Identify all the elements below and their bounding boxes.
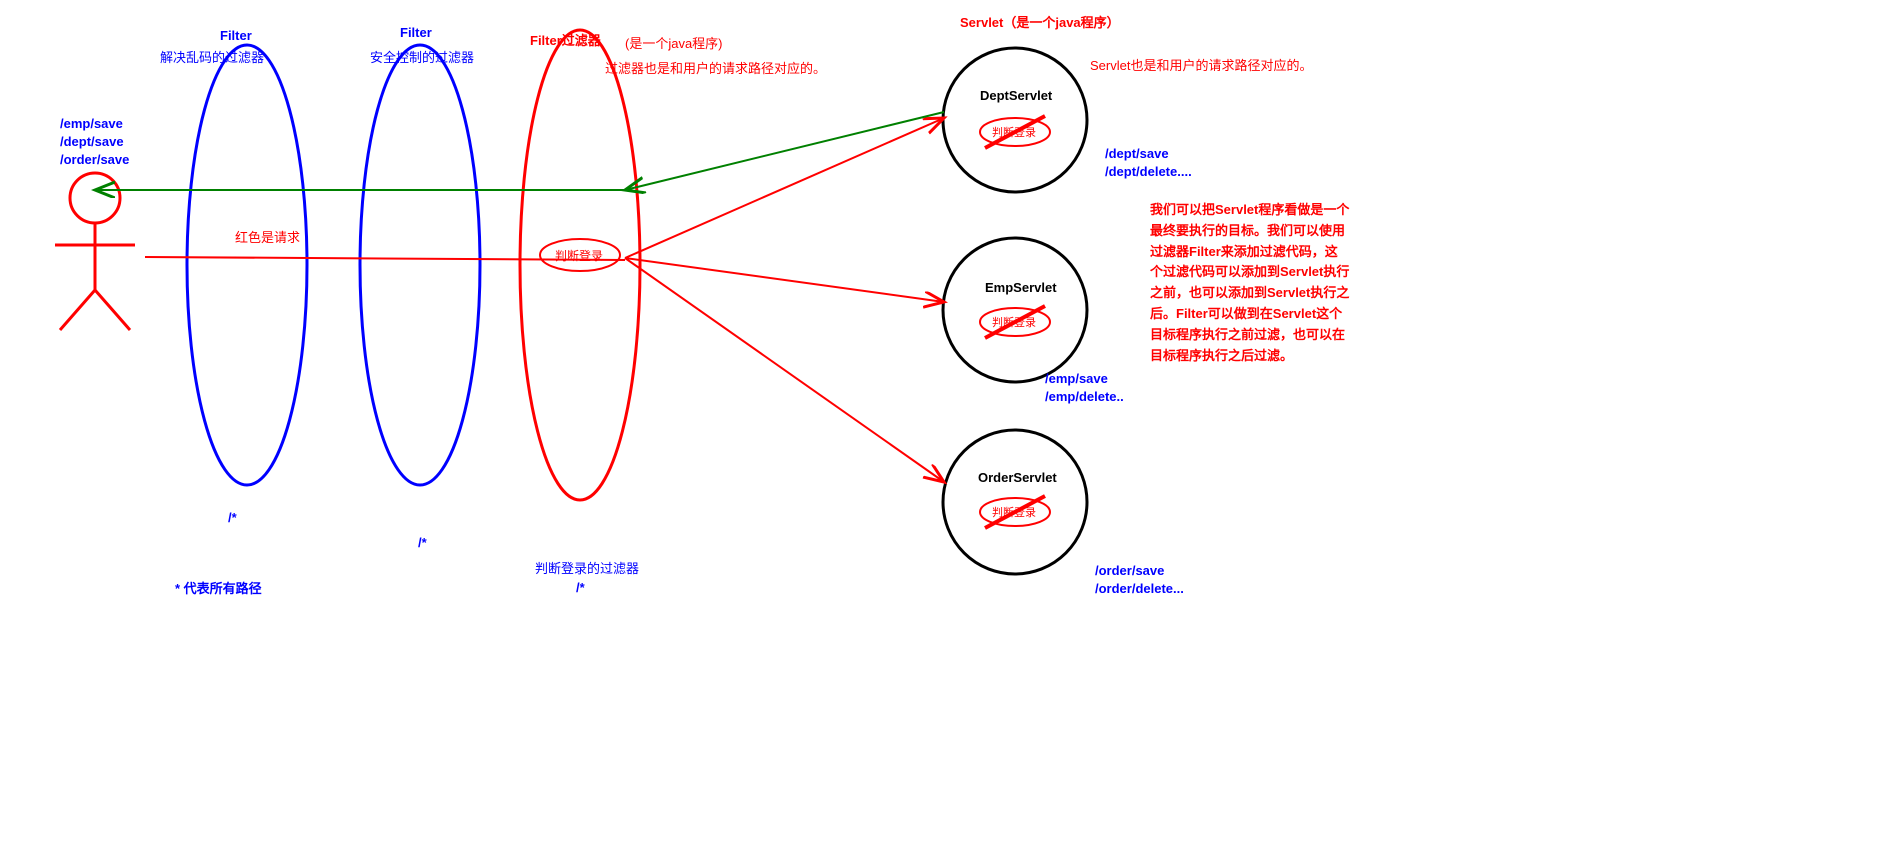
filter1-path: /* [228, 510, 237, 525]
user-paths: /emp/save /dept/save /order/save [60, 115, 129, 170]
wildcard-note: * 代表所有路径 [175, 578, 262, 597]
order-login-text: 判断登录 [992, 504, 1036, 520]
filter-login [520, 30, 640, 500]
servlet-note: Servlet也是和用户的请求路径对应的。 [1090, 55, 1312, 74]
filter3-path: /* [576, 580, 585, 595]
order-servlet-name: OrderServlet [978, 470, 1057, 485]
servlet-order [943, 430, 1087, 574]
explanation-paragraph: 我们可以把Servlet程序看做是一个最终要执行的目标。我们可以使用过滤器Fil… [1150, 200, 1350, 366]
filter1-title: Filter [220, 28, 252, 43]
filter2-subtitle: 安全控制的过滤器 [370, 47, 474, 66]
filter-login-text: 判断登录 [555, 247, 603, 264]
emp-servlet-name: EmpServlet [985, 280, 1057, 295]
filter3-title: Filter过滤器 [530, 30, 601, 49]
filter3-subtitle: 过滤器也是和用户的请求路径对应的。 [605, 58, 826, 77]
dept-servlet-name: DeptServlet [980, 88, 1052, 103]
servlet-header: Servlet（是一个java程序） [960, 12, 1120, 31]
emp-login-text: 判断登录 [992, 314, 1036, 330]
diagram-canvas [0, 0, 1903, 844]
arrow-response-from-dept [625, 112, 944, 190]
filter3-extra: (是一个java程序) [625, 33, 723, 52]
filter-security [360, 45, 480, 485]
servlet-dept [943, 48, 1087, 192]
arrow-to-order [625, 258, 944, 482]
servlet-emp [943, 238, 1087, 382]
request-label: 红色是请求 [235, 227, 300, 246]
arrow-request-main [145, 257, 625, 260]
order-paths: /order/save /order/delete... [1095, 562, 1184, 598]
filter-encoding [187, 45, 307, 485]
filter2-path: /* [418, 535, 427, 550]
filter2-title: Filter [400, 25, 432, 40]
arrow-to-dept [625, 118, 944, 258]
dept-paths: /dept/save /dept/delete.... [1105, 145, 1192, 181]
dept-login-text: 判断登录 [992, 124, 1036, 140]
emp-paths: /emp/save /emp/delete.. [1045, 370, 1124, 406]
arrow-to-emp [625, 258, 944, 302]
filter1-subtitle: 解决乱码的过滤器 [160, 47, 264, 66]
user-icon [55, 173, 135, 330]
filter3-bottom: 判断登录的过滤器 [535, 558, 639, 577]
